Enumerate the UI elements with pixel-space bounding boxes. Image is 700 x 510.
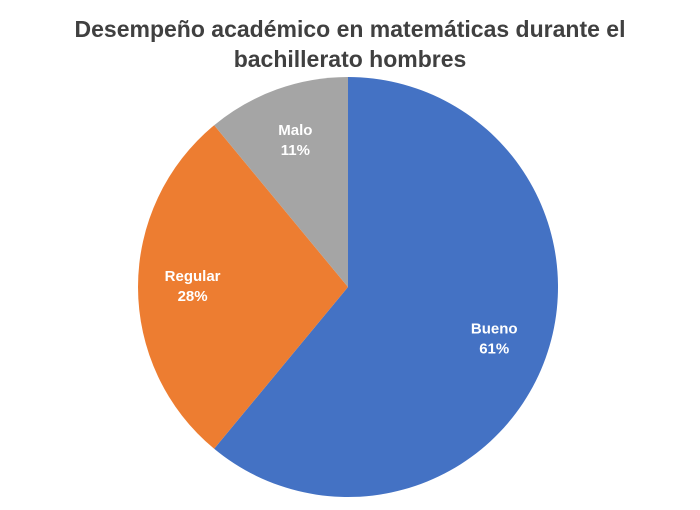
pie-slice — [214, 77, 348, 287]
slice-category-label: Malo — [278, 122, 312, 139]
slice-category-label: Regular — [165, 268, 221, 285]
chart-title: Desempeño académico en matemáticas duran… — [74, 16, 626, 72]
slice-value-label: 11% — [281, 142, 310, 159]
pie-slice — [138, 125, 348, 449]
slice-category-label: Bueno — [471, 321, 518, 338]
pie-slice — [214, 77, 558, 497]
slice-value-label: 61% — [479, 341, 509, 358]
slice-value-label: 28% — [178, 288, 208, 305]
